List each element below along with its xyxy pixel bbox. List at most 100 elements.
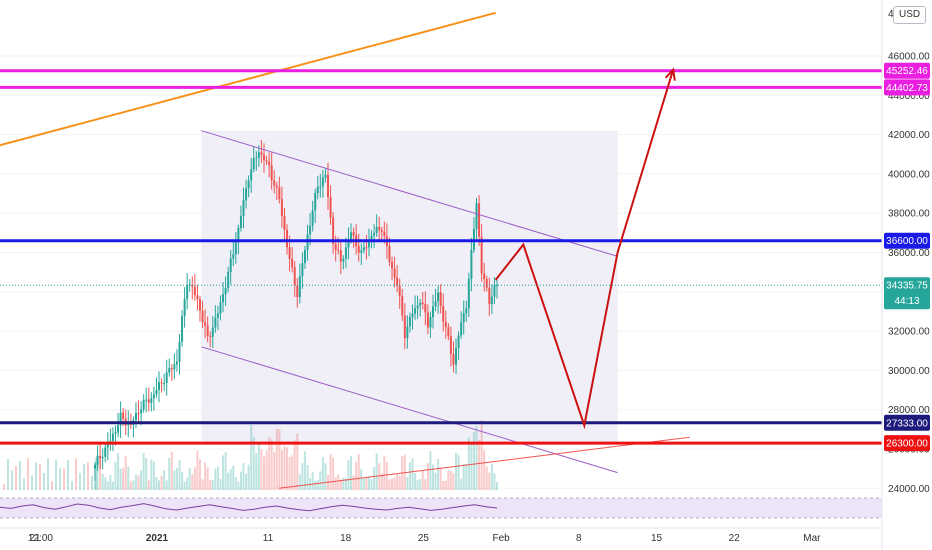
volume-bar	[421, 471, 424, 490]
x-tick-label: 8	[576, 533, 582, 544]
candle-body	[232, 254, 235, 259]
candle-body	[439, 292, 442, 307]
candle-body	[291, 258, 294, 268]
volume-bar	[152, 461, 155, 490]
volume-bar	[365, 478, 368, 490]
projection-path[interactable]	[494, 69, 675, 430]
candle-body	[99, 455, 102, 459]
x-tick-label: 21	[29, 533, 41, 544]
candle-body	[255, 157, 258, 159]
volume-bar	[204, 462, 207, 490]
volume-bar	[75, 458, 77, 490]
candle-body	[337, 249, 340, 251]
volume-bar	[483, 450, 486, 490]
candle-body	[465, 308, 468, 314]
volume-bar	[127, 466, 130, 490]
support-trendline[interactable]	[279, 436, 690, 489]
candle-body	[206, 325, 209, 337]
candle-body	[383, 231, 386, 236]
volume-bar	[124, 455, 127, 490]
candle-body	[408, 317, 411, 327]
volume-bar	[296, 433, 299, 490]
candle-body	[393, 268, 396, 278]
volume-bar	[245, 473, 248, 490]
volume-bar	[344, 478, 347, 490]
volume-bar	[270, 439, 273, 490]
candle-body	[117, 425, 120, 433]
candle-body	[416, 305, 419, 309]
currency-badge[interactable]: USD	[893, 6, 927, 24]
level-tag-26300.00[interactable]	[884, 435, 930, 452]
volume-bar	[129, 481, 132, 490]
y-tick-label: 30000.00	[888, 366, 930, 377]
volume-bar	[35, 462, 37, 490]
level-tag-44402.73[interactable]	[884, 79, 930, 96]
volume-bar	[462, 463, 465, 490]
candle-body	[134, 412, 137, 421]
volume-bar	[291, 455, 294, 490]
candle-body	[496, 284, 498, 286]
volume-bar	[163, 470, 166, 490]
candle-body	[242, 200, 245, 216]
level-tag-27333.00[interactable]	[884, 414, 930, 431]
candle-body	[209, 336, 212, 338]
candle-body	[170, 368, 173, 370]
channel-upper-line[interactable]	[201, 130, 618, 257]
candle-body	[155, 390, 158, 395]
volume-bar	[15, 466, 17, 490]
volume-bar	[488, 472, 491, 490]
candle-body	[375, 227, 378, 233]
candle-body	[444, 321, 447, 328]
volume-bar	[214, 468, 217, 490]
volume-bar	[444, 480, 447, 490]
candle-body	[257, 152, 260, 158]
volume-bar	[59, 468, 61, 490]
volume-bar	[11, 470, 13, 490]
volume-bar	[398, 475, 401, 490]
candle-body	[332, 217, 335, 244]
countdown-text: 44:13	[894, 296, 919, 307]
candle-body	[262, 154, 265, 161]
volume-bar	[362, 478, 365, 490]
ascending-trendline[interactable]	[0, 11, 496, 182]
volume-bar	[173, 470, 176, 490]
volume-bar	[280, 450, 283, 490]
volume-bar	[91, 475, 93, 490]
volume-bar	[206, 467, 209, 490]
volume-bar	[191, 474, 194, 490]
candle-body	[140, 409, 143, 414]
candle-body	[288, 247, 291, 259]
volume-bar	[67, 459, 69, 490]
volume-bar	[426, 463, 429, 490]
volume-bar	[237, 481, 240, 490]
candle-body	[388, 246, 391, 262]
candle-body	[183, 299, 186, 317]
volume-bar	[19, 461, 21, 490]
candle-body	[204, 322, 207, 326]
candle-body	[193, 286, 196, 296]
candle-body	[329, 197, 332, 218]
candle-body	[424, 303, 427, 313]
last-price-tag[interactable]	[884, 277, 930, 310]
rsi-line[interactable]	[0, 503, 498, 512]
volume-bar	[63, 468, 65, 490]
volume-bar	[273, 451, 276, 490]
level-tag-36600.00[interactable]	[884, 232, 930, 249]
level-tag-text: 27333.00	[886, 418, 928, 429]
candle-body	[173, 364, 176, 370]
channel-lower-line[interactable]	[201, 346, 618, 474]
candle-body	[198, 299, 201, 311]
volume-bar	[242, 462, 245, 490]
channel-shaded-region	[201, 130, 618, 444]
volume-bar	[155, 477, 158, 490]
volume-bar	[319, 471, 322, 490]
volume-bar	[385, 462, 388, 490]
candle-body	[391, 261, 394, 269]
level-tag-45252.46[interactable]	[884, 62, 930, 79]
volume-bar	[252, 436, 255, 490]
volume-bar	[496, 481, 498, 490]
x-tick-label: 18	[340, 533, 352, 544]
volume-bar	[278, 429, 281, 490]
candle-body	[101, 456, 104, 459]
